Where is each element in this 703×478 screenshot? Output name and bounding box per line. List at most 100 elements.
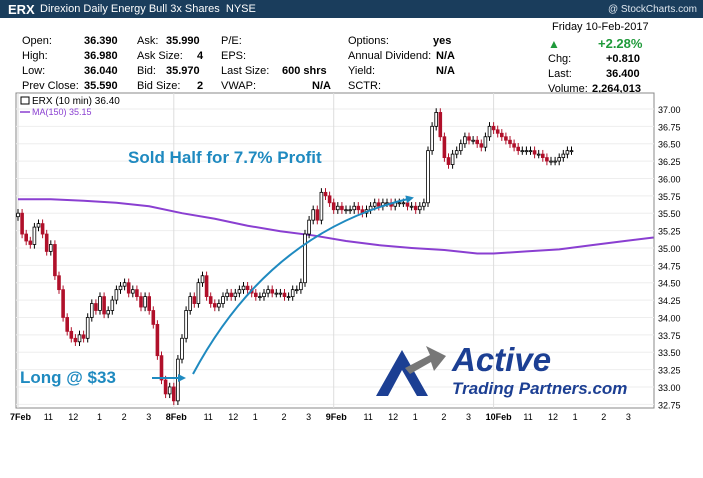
candle-body: [479, 143, 484, 148]
low-label: Low:: [22, 65, 46, 77]
candle-body: [483, 136, 488, 148]
candle-body: [130, 289, 135, 294]
change-label: Chg:: [548, 53, 572, 65]
candle-body: [438, 112, 443, 138]
y-tick-label: 36.25: [658, 157, 681, 167]
candle-body: [434, 112, 438, 127]
candle-body: [512, 143, 516, 148]
candle-body: [520, 150, 525, 153]
candle-body: [299, 282, 303, 291]
logo-line2: Trading Partners.com: [452, 379, 627, 398]
x-tick-label: 12: [388, 412, 398, 422]
candle-body: [126, 282, 131, 294]
candle-body: [327, 195, 332, 204]
candle-body: [69, 330, 74, 339]
candle-body: [565, 150, 570, 155]
x-tick-label: 10Feb: [486, 412, 513, 422]
vwap-value: N/A: [312, 80, 331, 92]
x-tick-label: 2: [282, 412, 287, 422]
candle-body: [340, 205, 344, 211]
y-tick-label: 34.50: [658, 279, 681, 289]
candle-body: [135, 289, 139, 297]
x-tick-label: 1: [253, 412, 258, 422]
candle-body: [417, 205, 422, 211]
options-value: yes: [433, 35, 452, 47]
candle-body: [44, 233, 49, 252]
candle-body: [278, 292, 283, 295]
candle-body: [463, 136, 467, 145]
candle-body: [114, 289, 119, 301]
candle-body: [102, 296, 106, 315]
y-tick-label: 35.00: [658, 244, 681, 254]
candle-body: [237, 289, 242, 294]
x-tick-label: 11: [364, 412, 373, 422]
candle-body: [401, 202, 406, 205]
chart-frame: ERX Direxion Daily Energy Bull 3x Shares…: [0, 0, 703, 422]
candle-body: [430, 125, 434, 152]
candle-body: [557, 157, 561, 162]
candle-body: [499, 132, 504, 138]
candle-body: [208, 296, 213, 304]
candle-body: [532, 150, 537, 155]
y-tick-label: 36.50: [658, 140, 681, 150]
yield-value: N/A: [436, 65, 455, 77]
candle-body: [40, 223, 45, 235]
candle-body: [204, 275, 209, 298]
x-tick-label: 1: [413, 412, 418, 422]
gridlines: [16, 93, 654, 408]
candle-body: [376, 202, 381, 207]
volume-value: 2,264,013: [592, 83, 641, 95]
bid-size-value: 2: [197, 80, 204, 92]
candle-body: [569, 150, 574, 153]
y-tick-label: 37.00: [658, 105, 681, 115]
candle-body: [20, 212, 24, 235]
change-value: +0.810: [606, 53, 640, 65]
candle-body: [49, 244, 53, 252]
x-tick-label: 11: [44, 412, 53, 422]
x-tick-label: 3: [306, 412, 311, 422]
candle-body: [85, 317, 90, 339]
exchange: NYSE: [225, 3, 256, 15]
x-tick-label: 7Feb: [10, 412, 32, 422]
candle-body: [495, 129, 500, 134]
candle-body: [397, 202, 402, 205]
candle-body: [196, 282, 201, 304]
candle-body: [422, 202, 426, 207]
candle-body: [61, 289, 65, 318]
y-tick-label: 34.25: [658, 296, 681, 306]
y-tick-label: 33.50: [658, 348, 681, 358]
x-tick-label: 11: [204, 412, 213, 422]
candle-body: [98, 296, 102, 311]
x-tick-label: 11: [523, 412, 532, 422]
y-tick-label: 33.25: [658, 366, 681, 376]
candle-body: [159, 355, 164, 381]
candle-body: [323, 191, 328, 197]
plot-area: [15, 92, 655, 409]
candle-body: [413, 205, 418, 211]
candle-body: [315, 209, 320, 221]
ma-legend-label: MA(150) 35.15: [32, 107, 92, 117]
logo-arrow-icon: [405, 346, 446, 374]
logo-line1: Active: [451, 341, 551, 378]
candle-body: [467, 136, 471, 141]
candle-body: [311, 209, 315, 221]
candle-body: [294, 289, 299, 292]
ask-size-value: 4: [197, 50, 204, 62]
candle-body: [24, 233, 28, 242]
x-tick-label: 2: [122, 412, 127, 422]
x-tick-label: 3: [146, 412, 151, 422]
y-tick-label: 36.00: [658, 174, 681, 184]
candles: [16, 108, 574, 406]
candle-body: [344, 209, 348, 212]
price-legend-icon: [20, 96, 30, 105]
candle-body: [487, 125, 492, 138]
candle-body: [241, 285, 246, 291]
candle-body: [73, 337, 78, 343]
candle-body: [266, 289, 270, 294]
quote-panel: Open: 36.390 High: 36.980 Low: 36.040 Pr…: [0, 18, 703, 95]
candle-body: [28, 240, 33, 245]
title-bar: ERX Direxion Daily Energy Bull 3x Shares…: [0, 0, 703, 18]
y-tick-label: 35.50: [658, 209, 681, 219]
y-tick-label: 33.00: [658, 383, 681, 393]
percent-change: +2.28%: [598, 36, 643, 51]
